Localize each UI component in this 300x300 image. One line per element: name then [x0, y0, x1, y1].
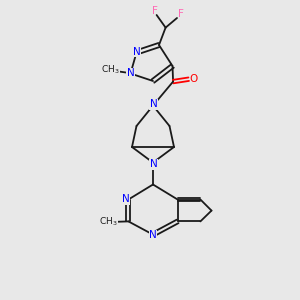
Text: N: N: [150, 159, 158, 169]
Text: CH$_3$: CH$_3$: [99, 216, 117, 228]
Text: N: N: [149, 230, 157, 240]
Text: N: N: [133, 47, 140, 57]
Text: O: O: [190, 74, 198, 84]
Text: N: N: [127, 68, 134, 79]
Text: F: F: [152, 6, 158, 16]
Text: CH$_3$: CH$_3$: [101, 64, 120, 76]
Text: N: N: [150, 99, 158, 109]
Text: N: N: [122, 194, 130, 205]
Text: F: F: [178, 9, 184, 20]
